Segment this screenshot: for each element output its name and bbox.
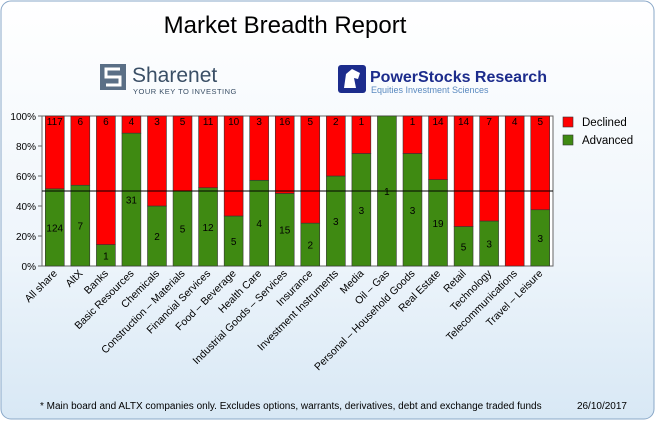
data-label: 16 <box>279 117 291 128</box>
data-label: 1 <box>384 187 390 198</box>
logo-powerstocks: PowerStocks Research Equities Investment… <box>338 65 547 95</box>
data-label: 5 <box>180 117 186 128</box>
logo-tagline: YOUR KEY TO INVESTING <box>133 87 237 96</box>
logo-tagline: Equities Investment Sciences <box>371 85 489 95</box>
legend-swatch <box>562 116 574 128</box>
data-label: 2 <box>307 241 313 252</box>
bar-segment <box>121 115 142 134</box>
bar-segment <box>351 115 372 154</box>
data-label: 3 <box>333 217 339 228</box>
data-label: 6 <box>103 117 109 128</box>
data-label: 5 <box>231 237 237 248</box>
data-label: 3 <box>410 206 416 217</box>
data-label: 5 <box>180 225 186 236</box>
legend-swatch <box>562 134 574 146</box>
data-label: 3 <box>537 234 543 245</box>
bar-segment <box>530 115 550 211</box>
data-label: 4 <box>129 117 135 128</box>
y-tick-label: 40% <box>16 202 36 213</box>
logo-name: Sharenet <box>132 64 217 87</box>
data-label: 3 <box>154 117 160 128</box>
data-label: 5 <box>537 117 543 128</box>
data-label: 19 <box>432 219 444 230</box>
legend-label: Advanced <box>582 135 633 147</box>
y-tick-label: 20% <box>16 232 36 243</box>
bar-segment <box>198 115 218 189</box>
data-label: 14 <box>458 117 470 128</box>
data-label: 31 <box>126 196 138 207</box>
bar-segment <box>479 115 499 222</box>
bar-segment <box>70 115 91 186</box>
data-label: 2 <box>333 117 339 128</box>
data-label: 10 <box>228 117 240 128</box>
data-label: 3 <box>359 206 365 217</box>
logo-name: PowerStocks Research <box>370 69 547 86</box>
data-label: 3 <box>486 240 492 251</box>
data-label: 7 <box>486 117 492 128</box>
data-label: 15 <box>279 226 291 237</box>
data-label: 4 <box>256 219 262 230</box>
bar-segment <box>223 115 244 217</box>
y-tick-label: 80% <box>16 142 36 153</box>
data-label: 117 <box>47 117 63 128</box>
data-label: 11 <box>203 117 214 128</box>
data-label: 14 <box>432 117 444 128</box>
data-label: 7 <box>78 222 84 233</box>
data-label: 2 <box>154 232 160 243</box>
bar-segment <box>147 115 167 207</box>
y-tick-label: 60% <box>16 172 36 183</box>
bar-segment <box>428 115 448 180</box>
bar-segment <box>326 115 346 177</box>
bar-segment <box>45 115 65 190</box>
date: 26/10/2017 <box>577 401 627 412</box>
data-label: 3 <box>256 117 262 128</box>
data-label: 1 <box>103 251 109 262</box>
bar-segment <box>300 115 321 224</box>
data-label: 6 <box>78 117 84 128</box>
footnote: * Main board and ALTX companies only. Ex… <box>40 401 542 412</box>
data-label: 5 <box>307 117 313 128</box>
bar-segment <box>453 115 474 227</box>
y-tick-label: 0% <box>22 262 37 273</box>
chart-title: Market Breadth Report <box>164 12 407 39</box>
legend-label: Declined <box>582 117 627 129</box>
logo-glyph <box>344 69 360 88</box>
logo-sharenet: Sharenet YOUR KEY TO INVESTING <box>100 64 237 96</box>
logo-glyph <box>104 67 122 87</box>
bar-segment <box>274 115 295 194</box>
data-label: 124 <box>46 223 63 234</box>
data-label: 5 <box>461 242 467 253</box>
bar-segment <box>249 115 269 181</box>
y-tick-label: 100% <box>10 112 36 123</box>
bar-segment <box>96 115 116 245</box>
data-label: 12 <box>203 223 215 234</box>
data-label: 4 <box>512 117 518 128</box>
data-label: 1 <box>410 117 416 128</box>
data-label: 1 <box>359 117 365 128</box>
bar-segment <box>402 115 423 154</box>
